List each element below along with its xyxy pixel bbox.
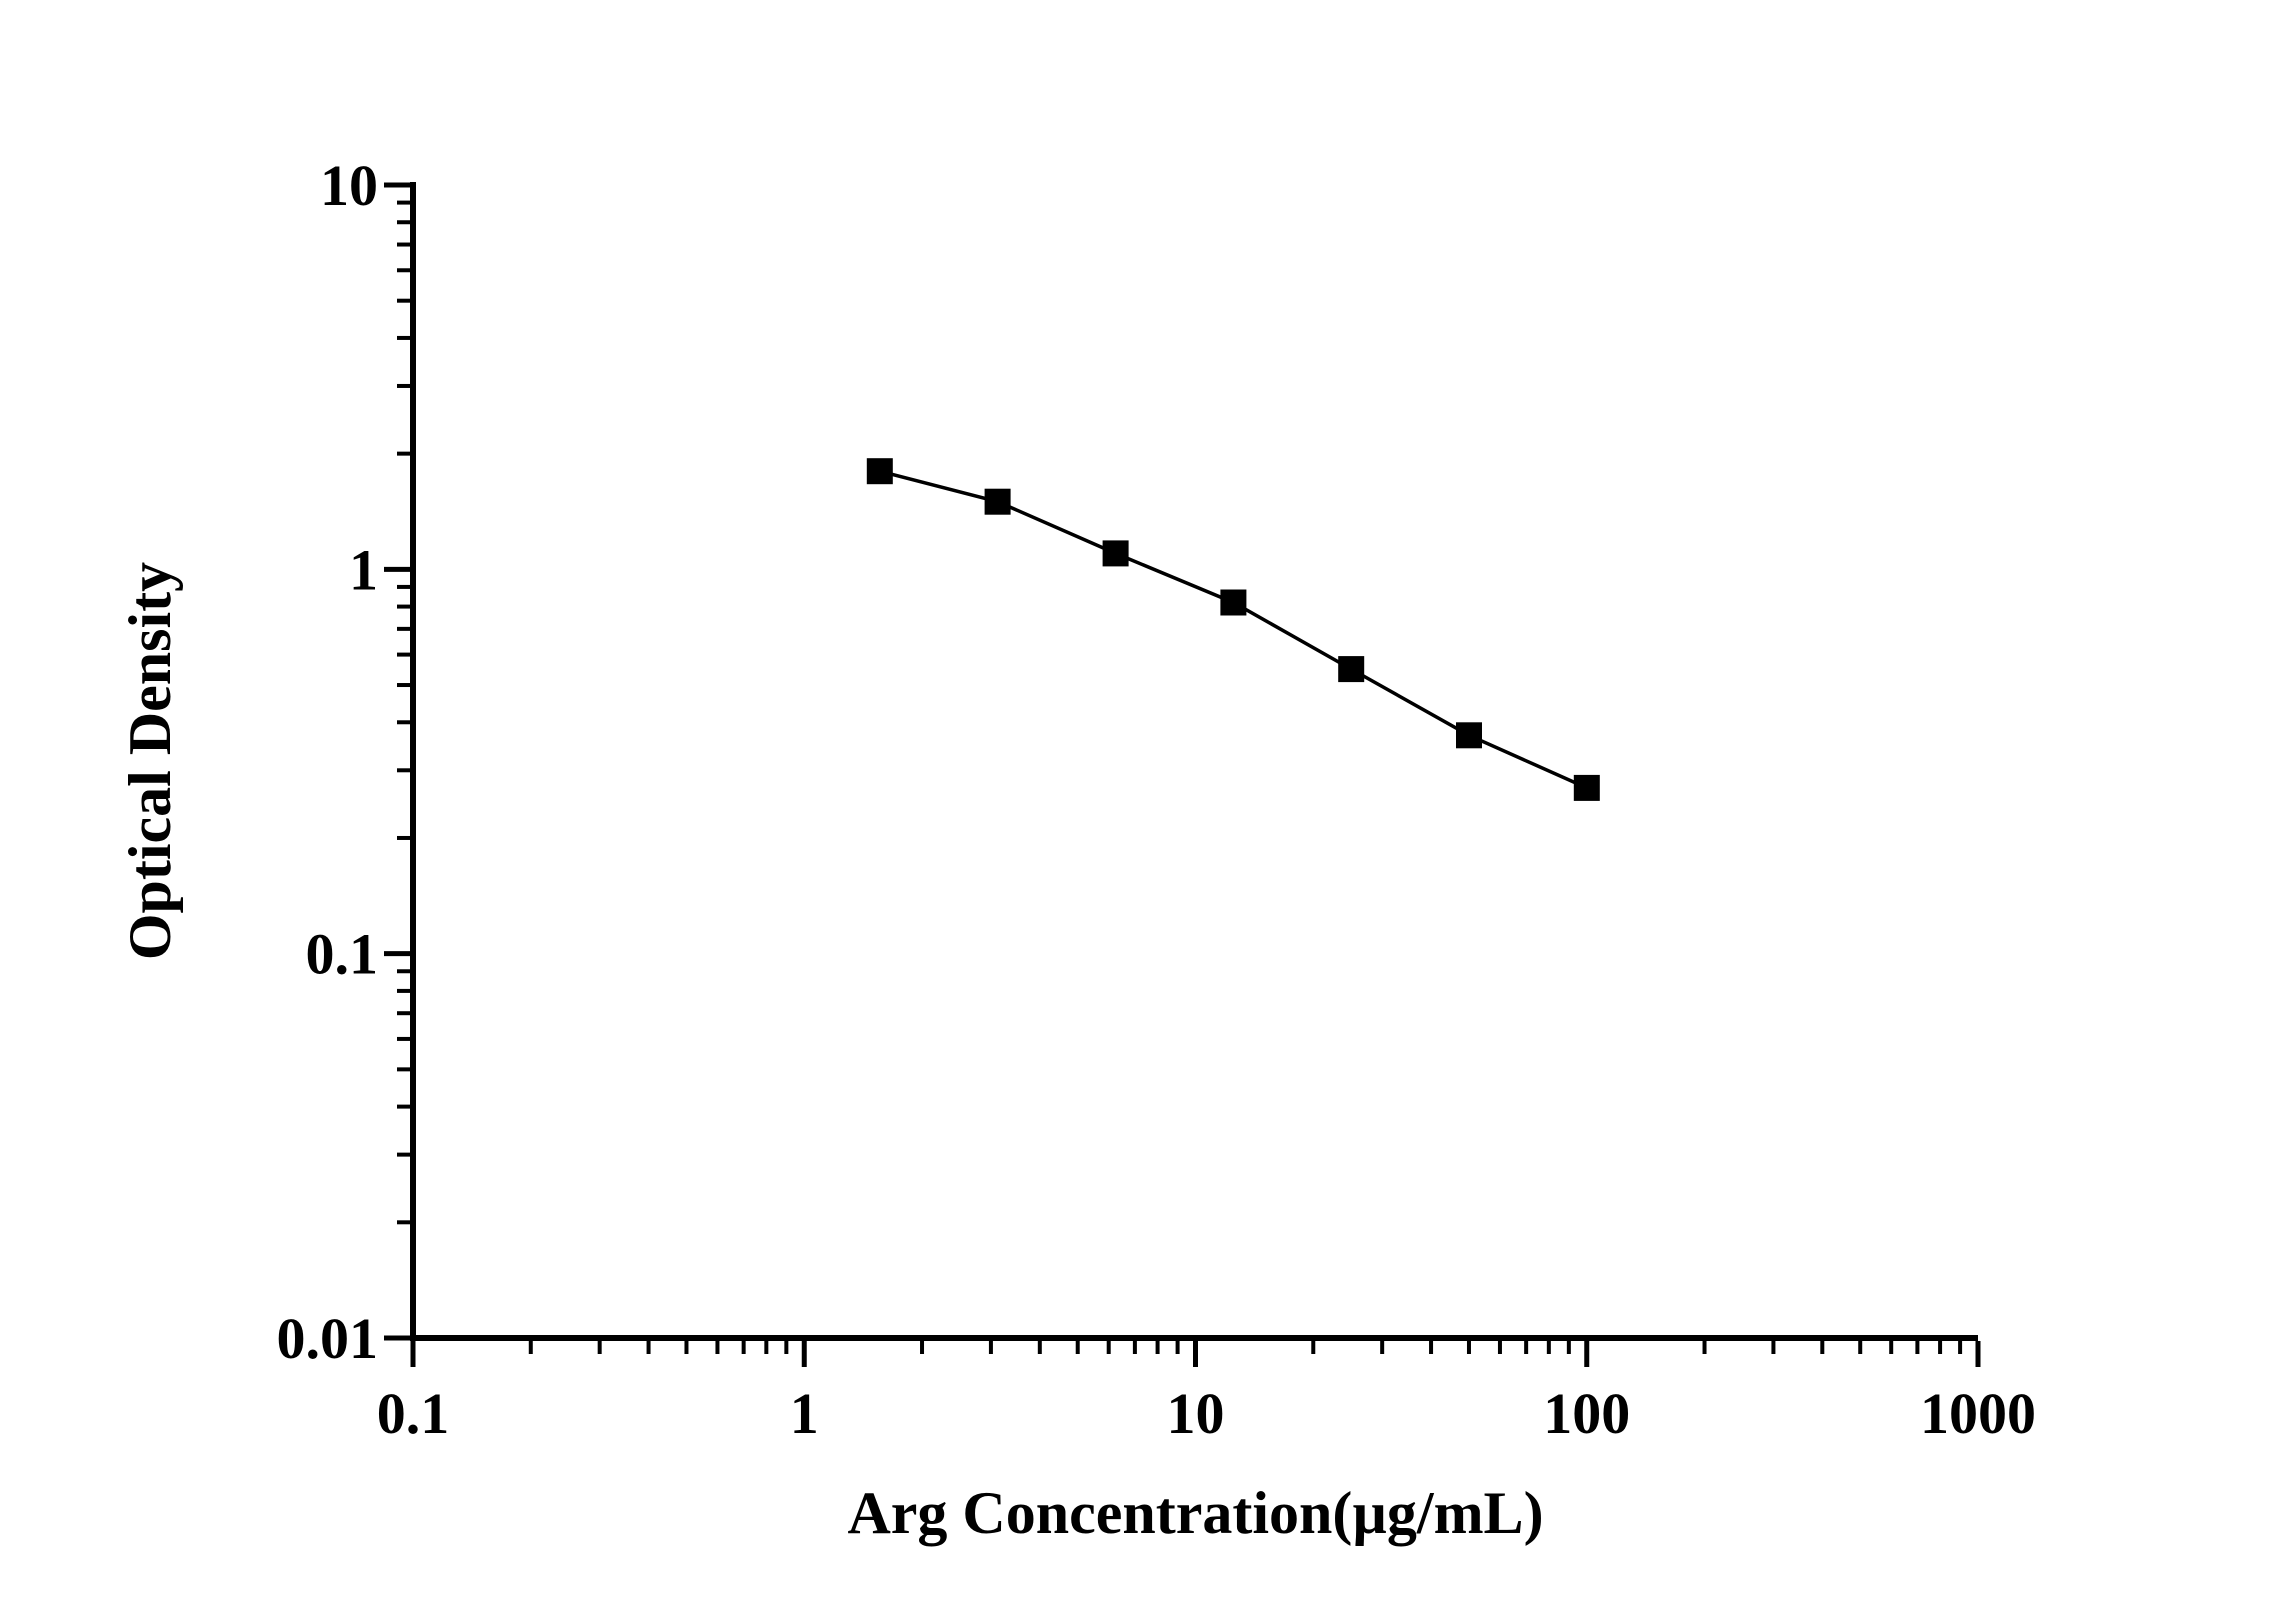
x-tick-label: 0.1 [377,1381,450,1446]
x-tick-label: 1 [790,1381,819,1446]
x-tick-label: 10 [1167,1381,1225,1446]
y-tick-label: 0.1 [306,922,379,987]
y-tick-label: 1 [349,537,378,602]
x-tick-label: 1000 [1920,1381,2036,1446]
data-point-marker [1102,540,1129,567]
x-tick-label: 100 [1543,1381,1630,1446]
data-point-marker [1573,774,1600,801]
x-axis-title: Arg Concentration(µg/mL) [847,1480,1544,1546]
data-point-marker [984,488,1011,515]
y-tick-label: 0.01 [277,1306,379,1371]
data-point-marker [1220,589,1247,616]
y-axis-title: Optical Density [117,561,183,961]
data-point-marker [1456,722,1482,749]
data-point-marker [1338,656,1365,683]
data-point-marker [866,458,893,485]
y-tick-label: 10 [320,153,378,218]
